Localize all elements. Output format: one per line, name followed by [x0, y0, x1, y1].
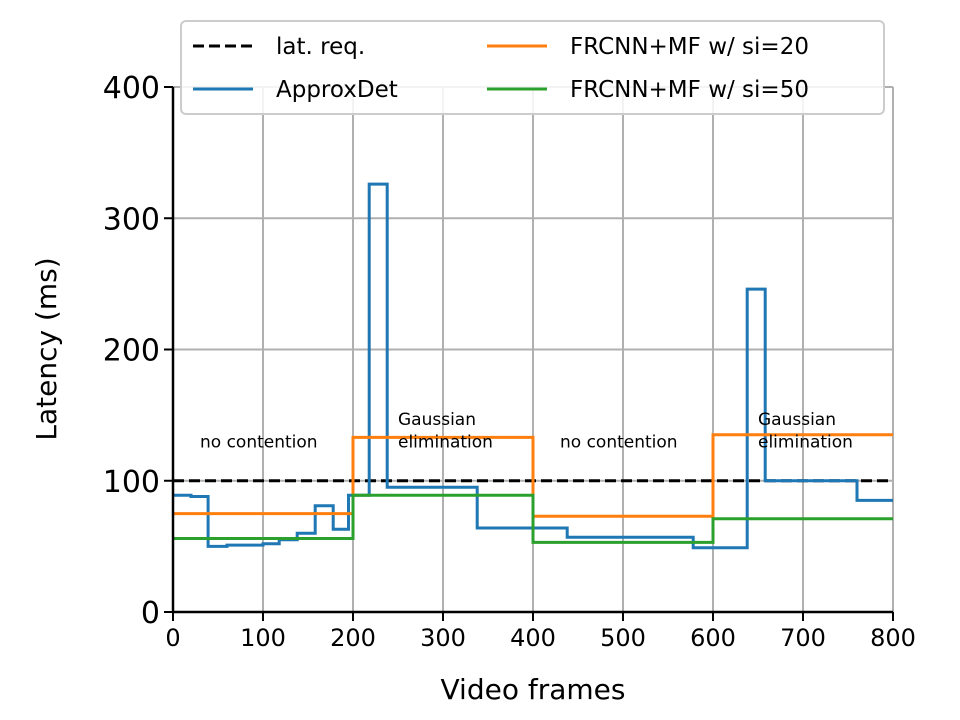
plot-series — [173, 182, 893, 550]
legend-box — [180, 20, 885, 115]
y-tick-label: 400 — [103, 71, 160, 106]
x-tick-label: 600 — [690, 624, 736, 652]
annotation-a2: Gaussian — [398, 410, 476, 430]
legend-label-1: ApproxDet — [276, 77, 398, 103]
legend: lat. req. ApproxDet FRCNN+MF w/ si=20 FRCNN… — [180, 20, 885, 115]
tick-labels: 0 100 200 300 400 500 600 700 800 0 100 200 300 400 — [103, 71, 916, 652]
y-axis-label: Latency (ms) — [30, 257, 63, 440]
annotation-a4: no contention — [560, 432, 678, 452]
x-tick-label: 800 — [870, 624, 916, 652]
x-tick-label: 300 — [420, 624, 466, 652]
y-tick-label: 100 — [103, 465, 160, 500]
x-tick-label: 0 — [165, 624, 180, 652]
x-tick-label: 700 — [780, 624, 826, 652]
y-tick-label: 200 — [103, 334, 160, 369]
legend-label-2: FRCNN+MF w/ si=20 — [570, 34, 809, 60]
legend-label-0: lat. req. — [276, 34, 365, 60]
x-tick-label: 100 — [240, 624, 286, 652]
x-tick-label: 500 — [600, 624, 646, 652]
x-axis-label: Video frames — [441, 673, 626, 706]
annotation-a3: elimination — [398, 432, 493, 452]
y-tick-label: 300 — [103, 202, 160, 237]
x-tick-label: 400 — [510, 624, 556, 652]
y-tick-label: 0 — [141, 596, 160, 631]
annotation-a6: elimination — [758, 432, 853, 452]
series-line-3 — [173, 493, 893, 544]
annotation-a1: no contention — [200, 432, 318, 452]
annotation-a5: Gaussian — [758, 410, 836, 430]
legend-label-3: FRCNN+MF w/ si=50 — [570, 77, 809, 103]
x-tick-label: 200 — [330, 624, 376, 652]
